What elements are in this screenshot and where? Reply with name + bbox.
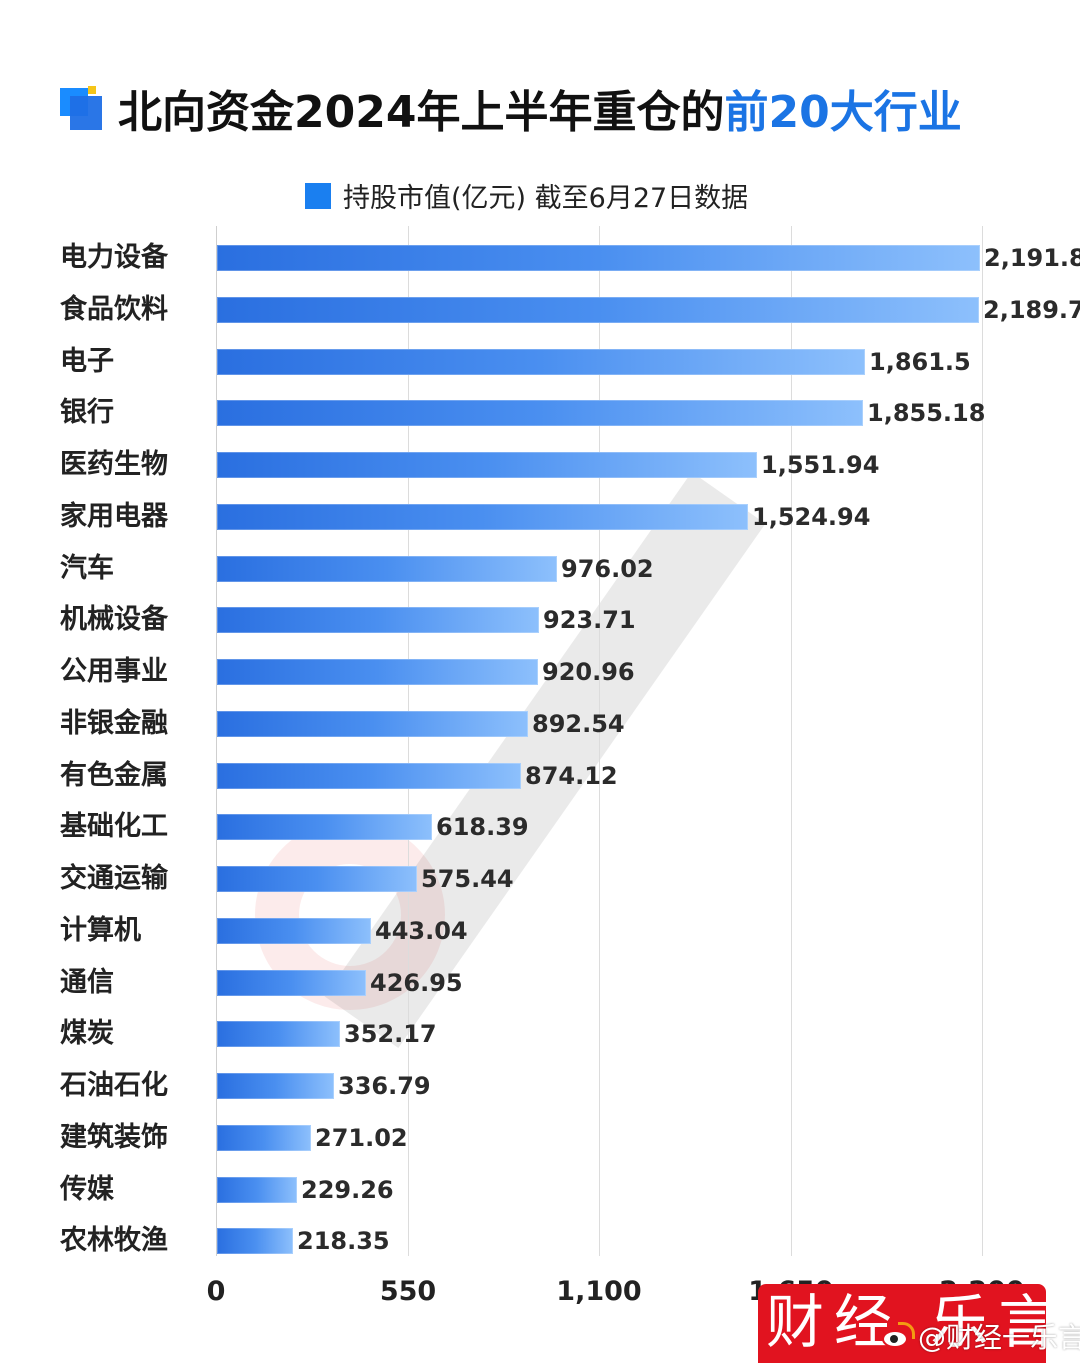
title-text: 北向资金2024年上半年重仓的前20大行业 bbox=[118, 76, 962, 140]
data-bar bbox=[217, 452, 757, 478]
bar-value-label: 1,551.94 bbox=[761, 451, 880, 479]
gridline bbox=[408, 226, 409, 1256]
bar-value-label: 920.96 bbox=[542, 658, 635, 686]
bar-value-label: 443.04 bbox=[375, 917, 468, 945]
category-label: 煤炭 bbox=[60, 1018, 114, 1049]
bar-value-label: 1,861.5 bbox=[869, 348, 971, 376]
data-bar bbox=[217, 1021, 340, 1047]
bar-value-label: 976.02 bbox=[561, 555, 654, 583]
data-bar bbox=[217, 556, 557, 582]
bar-value-label: 923.71 bbox=[543, 606, 636, 634]
data-bar bbox=[217, 1228, 293, 1254]
weibo-icon bbox=[880, 1322, 915, 1350]
bar-value-label: 2,189.77 bbox=[983, 296, 1080, 324]
category-label: 电子 bbox=[60, 346, 114, 377]
data-bar bbox=[217, 1073, 334, 1099]
data-bar bbox=[217, 297, 979, 323]
gridline bbox=[599, 226, 600, 1256]
bar-value-label: 575.44 bbox=[421, 865, 514, 893]
category-label: 通信 bbox=[60, 967, 114, 998]
bar-value-label: 1,855.18 bbox=[867, 399, 986, 427]
legend-label: 持股市值(亿元) 截至6月27日数据 bbox=[343, 183, 749, 214]
bar-value-label: 618.39 bbox=[436, 813, 529, 841]
data-bar bbox=[217, 918, 371, 944]
category-label: 机械设备 bbox=[60, 604, 168, 635]
data-bar bbox=[217, 711, 528, 737]
data-bar bbox=[217, 400, 863, 426]
gridline bbox=[791, 226, 792, 1256]
category-label: 基础化工 bbox=[60, 811, 168, 842]
category-label: 传媒 bbox=[60, 1174, 114, 1205]
weibo-watermark: @财经一乐言 bbox=[880, 1316, 1080, 1356]
category-label: 公用事业 bbox=[60, 656, 168, 687]
title-main: 北向资金2024年上半年重仓的 bbox=[118, 87, 725, 138]
title-highlight: 前20大行业 bbox=[724, 87, 962, 138]
data-bar bbox=[217, 866, 417, 892]
category-label: 电力设备 bbox=[60, 242, 168, 273]
x-axis-tick-label: 1,100 bbox=[556, 1276, 642, 1307]
gridline bbox=[216, 226, 217, 1256]
chart-legend: 持股市值(亿元) 截至6月27日数据 bbox=[305, 176, 748, 215]
bar-value-label: 874.12 bbox=[525, 762, 618, 790]
data-bar bbox=[217, 245, 980, 271]
bar-value-label: 1,524.94 bbox=[752, 503, 871, 531]
category-label: 计算机 bbox=[60, 915, 141, 946]
category-label: 汽车 bbox=[60, 553, 114, 584]
data-bar bbox=[217, 1177, 297, 1203]
category-label: 家用电器 bbox=[60, 501, 168, 532]
category-label: 非银金融 bbox=[60, 708, 168, 739]
legend-swatch-icon bbox=[305, 182, 331, 209]
bar-value-label: 271.02 bbox=[315, 1124, 408, 1152]
x-axis-tick-label: 550 bbox=[379, 1276, 437, 1307]
bar-value-label: 336.79 bbox=[338, 1072, 431, 1100]
category-label: 石油石化 bbox=[60, 1070, 168, 1101]
data-bar bbox=[217, 349, 865, 375]
data-bar bbox=[217, 504, 748, 530]
gridline bbox=[982, 226, 983, 1256]
bar-value-label: 426.95 bbox=[370, 969, 463, 997]
bar-value-label: 352.17 bbox=[344, 1020, 437, 1048]
category-label: 建筑装饰 bbox=[60, 1122, 168, 1153]
x-axis-tick-label: 0 bbox=[206, 1276, 226, 1307]
badge-title: 财经 乐言 bbox=[766, 1288, 1067, 1356]
category-label: 农林牧渔 bbox=[60, 1225, 168, 1256]
data-bar bbox=[217, 763, 521, 789]
category-label: 银行 bbox=[60, 397, 114, 428]
category-label: 有色金属 bbox=[60, 760, 168, 791]
weibo-handle: @财经一乐言 bbox=[918, 1321, 1080, 1354]
data-bar bbox=[217, 814, 432, 840]
chart-title: 北向资金2024年上半年重仓的前20大行业 bbox=[58, 78, 962, 138]
bar-value-label: 229.26 bbox=[301, 1176, 394, 1204]
title-squares-icon bbox=[58, 84, 106, 132]
bar-value-label: 2,191.85 bbox=[984, 244, 1080, 272]
data-bar bbox=[217, 1125, 311, 1151]
bar-value-label: 218.35 bbox=[297, 1227, 390, 1255]
category-label: 交通运输 bbox=[60, 863, 168, 894]
bar-value-label: 892.54 bbox=[532, 710, 625, 738]
data-bar bbox=[217, 970, 366, 996]
data-bar bbox=[217, 659, 538, 685]
category-label: 食品饮料 bbox=[60, 294, 168, 325]
category-label: 医药生物 bbox=[60, 449, 168, 480]
data-bar bbox=[217, 607, 539, 633]
